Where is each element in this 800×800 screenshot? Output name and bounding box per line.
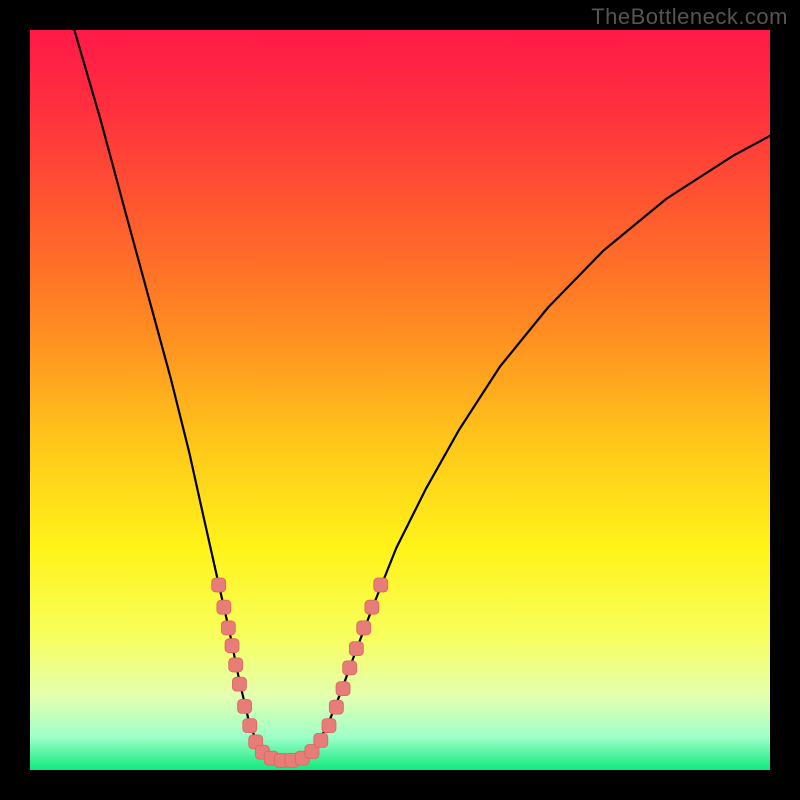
watermark-text: TheBottleneck.com: [591, 4, 788, 30]
curve-marker: [322, 719, 336, 733]
curve-marker: [229, 658, 243, 672]
plot-background: [30, 30, 770, 770]
curve-marker: [374, 578, 388, 592]
curve-marker: [329, 700, 343, 714]
curve-marker: [212, 578, 226, 592]
curve-marker: [238, 699, 252, 713]
curve-marker: [232, 677, 246, 691]
curve-marker: [225, 639, 239, 653]
curve-marker: [221, 621, 235, 635]
curve-marker: [349, 642, 363, 656]
curve-marker: [314, 733, 328, 747]
curve-marker: [243, 719, 257, 733]
curve-marker: [217, 600, 231, 614]
bottleneck-chart-svg: [0, 0, 800, 800]
curve-marker: [357, 621, 371, 635]
curve-marker: [365, 600, 379, 614]
chart-frame: TheBottleneck.com: [0, 0, 800, 800]
curve-marker: [336, 682, 350, 696]
curve-marker: [343, 661, 357, 675]
